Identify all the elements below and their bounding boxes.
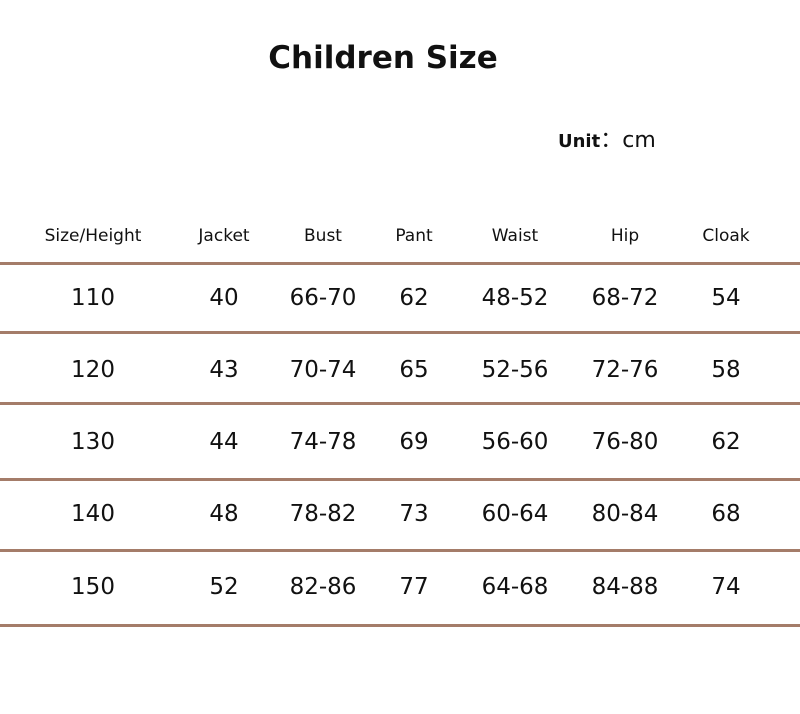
table-cell: 56-60 bbox=[481, 429, 549, 455]
table-cell: 76-80 bbox=[591, 429, 659, 455]
table-cell: 66-70 bbox=[289, 285, 357, 311]
table-cell: 48-52 bbox=[481, 285, 549, 311]
column-header: Bust bbox=[304, 226, 342, 246]
table-cell: 65 bbox=[399, 357, 429, 383]
table-cell: 40 bbox=[209, 285, 239, 311]
row-divider bbox=[0, 262, 800, 265]
table-cell: 130 bbox=[71, 429, 115, 455]
table-cell: 74-78 bbox=[289, 429, 357, 455]
table-cell: 64-68 bbox=[481, 574, 549, 600]
table-cell: 70-74 bbox=[289, 357, 357, 383]
table-cell: 68 bbox=[711, 501, 741, 527]
table-cell: 120 bbox=[71, 357, 115, 383]
unit-value: ：cm bbox=[600, 128, 656, 153]
table-cell: 69 bbox=[399, 429, 429, 455]
table-cell: 44 bbox=[209, 429, 239, 455]
table-cell: 43 bbox=[209, 357, 239, 383]
table-cell: 82-86 bbox=[289, 574, 357, 600]
table-cell: 48 bbox=[209, 501, 239, 527]
table-cell: 110 bbox=[71, 285, 115, 311]
column-header: Pant bbox=[395, 226, 433, 246]
column-header: Size/Height bbox=[44, 226, 142, 246]
row-divider bbox=[0, 624, 800, 627]
row-divider bbox=[0, 402, 800, 405]
table-cell: 78-82 bbox=[289, 501, 357, 527]
table-cell: 72-76 bbox=[591, 357, 659, 383]
column-header: Jacket bbox=[198, 226, 250, 246]
table-cell: 150 bbox=[71, 574, 115, 600]
table-cell: 52 bbox=[209, 574, 239, 600]
table-cell: 60-64 bbox=[481, 501, 549, 527]
unit: Unit：cm bbox=[558, 122, 656, 154]
table-cell: 73 bbox=[399, 501, 429, 527]
title: Children Size bbox=[268, 40, 498, 76]
column-header: Cloak bbox=[702, 226, 750, 246]
table-cell: 58 bbox=[711, 357, 741, 383]
table-cell: 62 bbox=[399, 285, 429, 311]
row-divider bbox=[0, 549, 800, 552]
table-cell: 74 bbox=[711, 574, 741, 600]
row-divider bbox=[0, 331, 800, 334]
column-header: Hip bbox=[610, 226, 640, 246]
table-cell: 80-84 bbox=[591, 501, 659, 527]
table-cell: 54 bbox=[711, 285, 741, 311]
row-divider bbox=[0, 478, 800, 481]
unit-label: Unit bbox=[558, 131, 601, 152]
table-cell: 84-88 bbox=[591, 574, 659, 600]
table-cell: 68-72 bbox=[591, 285, 659, 311]
table-cell: 77 bbox=[399, 574, 429, 600]
table-cell: 62 bbox=[711, 429, 741, 455]
table-cell: 140 bbox=[71, 501, 115, 527]
table-cell: 52-56 bbox=[481, 357, 549, 383]
column-header: Waist bbox=[491, 226, 539, 246]
